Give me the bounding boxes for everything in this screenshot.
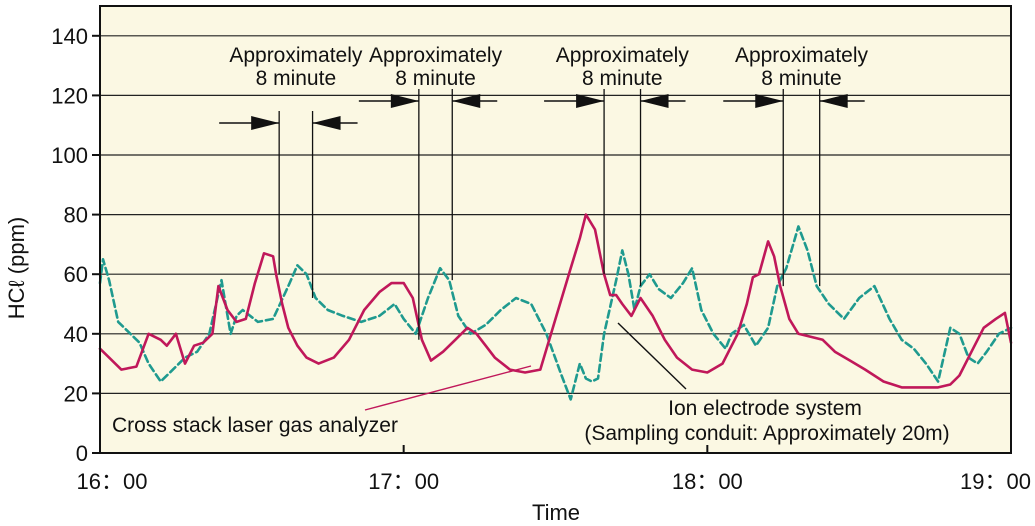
gridlines	[100, 35, 1011, 394]
x-tick-label: 19：00	[960, 469, 1031, 494]
series-layer	[98, 213, 1013, 401]
y-axis-ticks: 0 20 40 60 80 100 120 140	[51, 24, 100, 466]
x-axis-label: Time	[532, 500, 580, 525]
y-tick-label: 140	[51, 24, 88, 49]
y-tick-label: 40	[64, 322, 88, 347]
arrowhead-left	[312, 116, 341, 130]
y-tick-label: 0	[76, 441, 88, 466]
interval-label-line1: Approximately	[735, 44, 869, 67]
x-tick-label: 17：00	[368, 469, 439, 494]
interval-label-line2: 8 minute	[761, 67, 842, 90]
y-tick-label: 20	[64, 381, 88, 406]
interval-label-line2: 8 minute	[256, 67, 337, 90]
laser-analyzer-line	[98, 213, 1013, 389]
x-tick-label: 16：00	[77, 469, 148, 494]
ion-series-sublabel: (Sampling conduit: Approximately 20m)	[584, 422, 949, 445]
plot-frame	[99, 5, 1012, 454]
ion-label-leader	[617, 322, 687, 390]
laser-label-leader	[364, 365, 532, 411]
interval-label-line2: 8 minute	[395, 67, 476, 90]
arrowhead-left	[640, 94, 669, 108]
arrowhead-left	[819, 94, 848, 108]
arrowhead-right	[390, 94, 419, 108]
arrowhead-right	[755, 94, 784, 108]
y-tick-label: 120	[51, 83, 88, 108]
interval-label-line1: Approximately	[369, 44, 503, 67]
interval-label-line1: Approximately	[229, 44, 363, 67]
y-tick-label: 60	[64, 262, 88, 287]
interval-label-line1: Approximately	[556, 44, 690, 67]
laser-series-label: Cross stack laser gas analyzer	[112, 414, 398, 437]
arrowhead-right	[251, 116, 280, 130]
interval-label-line2: 8 minute	[582, 67, 663, 90]
y-axis-label: HCℓ (ppm)	[4, 217, 29, 319]
y-tick-label: 80	[64, 203, 88, 228]
arrowhead-right	[576, 94, 605, 108]
arrowhead-left	[452, 94, 481, 108]
y-tick-label: 100	[51, 143, 88, 168]
x-tick-label: 18：00	[672, 469, 743, 494]
plot-background	[100, 6, 1011, 453]
x-axis-ticks: 16：00 17：00 18：00 19：00	[77, 445, 1031, 494]
ion-series-label: Ion electrode system	[668, 397, 862, 420]
